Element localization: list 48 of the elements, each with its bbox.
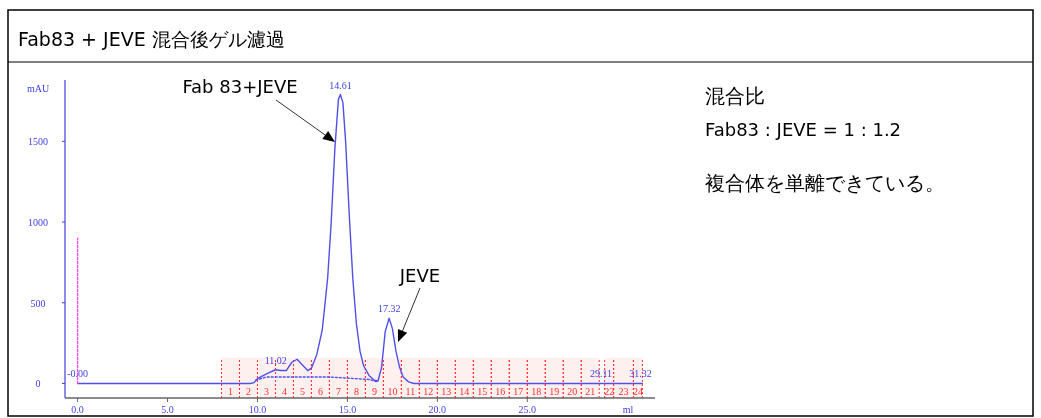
band-label: 13 — [441, 386, 452, 397]
annotation: 29.11 — [589, 368, 613, 380]
y-tick-label: 500 — [30, 297, 46, 309]
band-label: 16 — [495, 386, 506, 397]
chart-title: Fab83 + JEVE 混合後ゲル濾過 — [18, 28, 285, 50]
x-tick-label: 0.0 — [71, 404, 84, 415]
band-label: 4 — [281, 386, 287, 397]
band-label: 24 — [632, 386, 643, 397]
y-tick-label: 1000 — [28, 217, 48, 229]
band-label: 22 — [604, 386, 615, 397]
text: Fab83 : JEVE = 1 : 1.2 — [705, 119, 902, 140]
band-label: 2 — [245, 386, 251, 397]
x-tick-label: 5.0 — [161, 404, 174, 415]
x-tick-label: 10.0 — [248, 404, 267, 415]
y-tick-label: 1500 — [28, 136, 48, 148]
annotation: 11.02 — [264, 354, 287, 366]
x-tick-label: 15.0 — [338, 404, 357, 415]
band-label: 8 — [353, 386, 359, 397]
annotation: Fab 83+JEVE — [182, 76, 298, 97]
band-label: 6 — [317, 386, 323, 397]
band-label: 21 — [585, 386, 596, 397]
text: 複合体を単離できている。 — [705, 171, 945, 195]
band-label: 1 — [227, 386, 233, 397]
annotation: JEVE — [398, 265, 441, 286]
band-label: 7 — [335, 386, 341, 397]
band-label: 5 — [299, 386, 305, 397]
band-label: 9 — [371, 386, 377, 397]
x-tick-label: 20.0 — [428, 404, 447, 415]
band-label: 14 — [459, 386, 470, 397]
band-label: 19 — [549, 386, 560, 397]
band-label: 17 — [513, 386, 524, 397]
band-label: 20 — [567, 386, 578, 397]
band-label: 12 — [423, 386, 434, 397]
annotation: 31.32 — [629, 368, 652, 380]
x-tick-label: 25.0 — [518, 404, 537, 415]
annotation: 14.61 — [329, 79, 352, 91]
y-axis-title: mAU — [26, 83, 50, 94]
band-label: 3 — [263, 386, 269, 397]
band-label: 18 — [531, 386, 542, 397]
band-label: 23 — [618, 386, 629, 397]
band-label: 15 — [477, 386, 488, 397]
text: 混合比 — [705, 84, 765, 108]
annotation: -0.00 — [67, 368, 89, 380]
y-tick-label: 0 — [35, 378, 41, 390]
annotation: 17.32 — [377, 303, 401, 315]
band-label: 11 — [405, 386, 416, 397]
x-axis-title: ml — [622, 404, 634, 415]
band-label: 10 — [387, 386, 398, 397]
